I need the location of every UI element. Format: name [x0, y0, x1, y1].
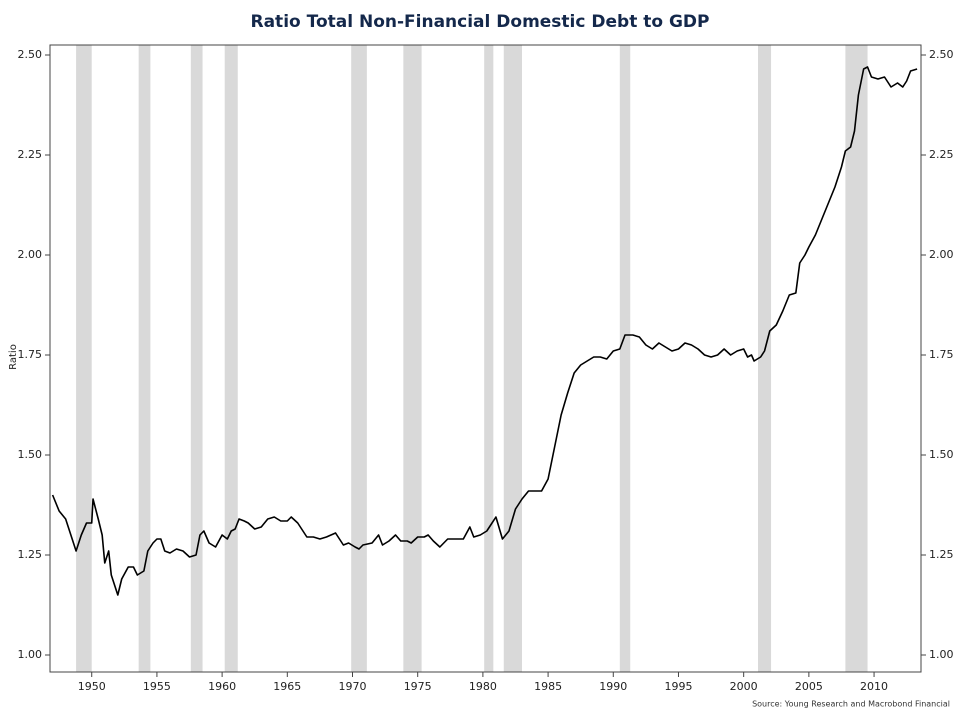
x-tick-label: 2000	[730, 680, 758, 693]
recession-band	[484, 45, 494, 672]
y-tick-label-right: 1.25	[929, 548, 954, 561]
x-tick-label: 1960	[208, 680, 236, 693]
recession-band	[758, 45, 772, 672]
x-tick-label: 2010	[860, 680, 888, 693]
y-tick-label-right: 1.00	[929, 648, 954, 661]
y-tick-label-right: 2.00	[929, 248, 954, 261]
y-axis-title: Ratio	[8, 344, 19, 370]
x-tick-label: 1990	[599, 680, 627, 693]
x-tick-label: 1980	[469, 680, 497, 693]
y-tick-label: 2.25	[18, 148, 43, 161]
y-tick-label: 1.50	[18, 448, 43, 461]
recession-band	[138, 45, 151, 672]
recession-band	[190, 45, 203, 672]
x-tick-label: 1970	[339, 680, 367, 693]
recession-band	[76, 45, 92, 672]
data-line	[51, 66, 918, 596]
plot-frame	[49, 44, 922, 673]
y-tick-label: 2.50	[18, 48, 43, 61]
y-tick-label: 1.25	[18, 548, 43, 561]
x-tick-label: 1965	[273, 680, 301, 693]
x-tick-label: 2005	[795, 680, 823, 693]
y-tick-label: 1.00	[18, 648, 43, 661]
x-tick-label: 1950	[78, 680, 106, 693]
y-tick-label-right: 1.50	[929, 448, 954, 461]
source-note: Source: Young Research and Macrobond Fin…	[752, 700, 950, 709]
recession-band	[845, 45, 868, 672]
x-tick-label: 1995	[664, 680, 692, 693]
x-tick-label: 1975	[404, 680, 432, 693]
y-tick-label-right: 2.50	[929, 48, 954, 61]
x-tick-label: 1985	[534, 680, 562, 693]
recession-band	[619, 45, 631, 672]
recession-band	[403, 45, 422, 672]
chart-title: Ratio Total Non-Financial Domestic Debt …	[251, 12, 710, 32]
y-tick-label: 1.75	[18, 348, 43, 361]
recession-band	[224, 45, 238, 672]
recession-band	[351, 45, 367, 672]
x-tick-label: 1955	[143, 680, 171, 693]
y-tick-label-right: 2.25	[929, 148, 954, 161]
recession-band	[503, 45, 523, 672]
y-tick-label: 2.00	[18, 248, 43, 261]
y-tick-label-right: 1.75	[929, 348, 954, 361]
